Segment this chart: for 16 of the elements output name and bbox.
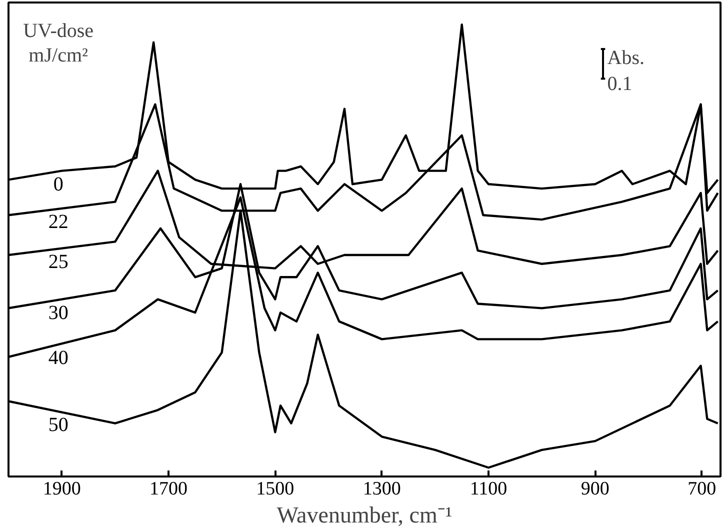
x-axis-title: Wavenumber, cm⁻¹ <box>276 502 452 528</box>
series-label: 25 <box>48 251 68 274</box>
series-label: 40 <box>48 346 68 369</box>
x-tick-label: 1900 <box>42 478 81 500</box>
series-label: 50 <box>48 414 68 436</box>
series-label: 0 <box>53 174 64 196</box>
x-tick-label: 700 <box>688 478 716 500</box>
x-tick-label: 1100 <box>470 478 508 500</box>
x-tick-label: 900 <box>580 478 610 500</box>
x-tick-label: 1300 <box>362 478 401 500</box>
series-label: 30 <box>48 302 68 324</box>
x-tick-label: 1500 <box>256 478 294 500</box>
series-label: 22 <box>48 211 68 234</box>
annotation: Abs. 0.1 <box>607 46 645 96</box>
x-tick-label: 1700 <box>150 478 188 500</box>
legend-title: UV-dose mJ/cm² <box>23 20 94 67</box>
